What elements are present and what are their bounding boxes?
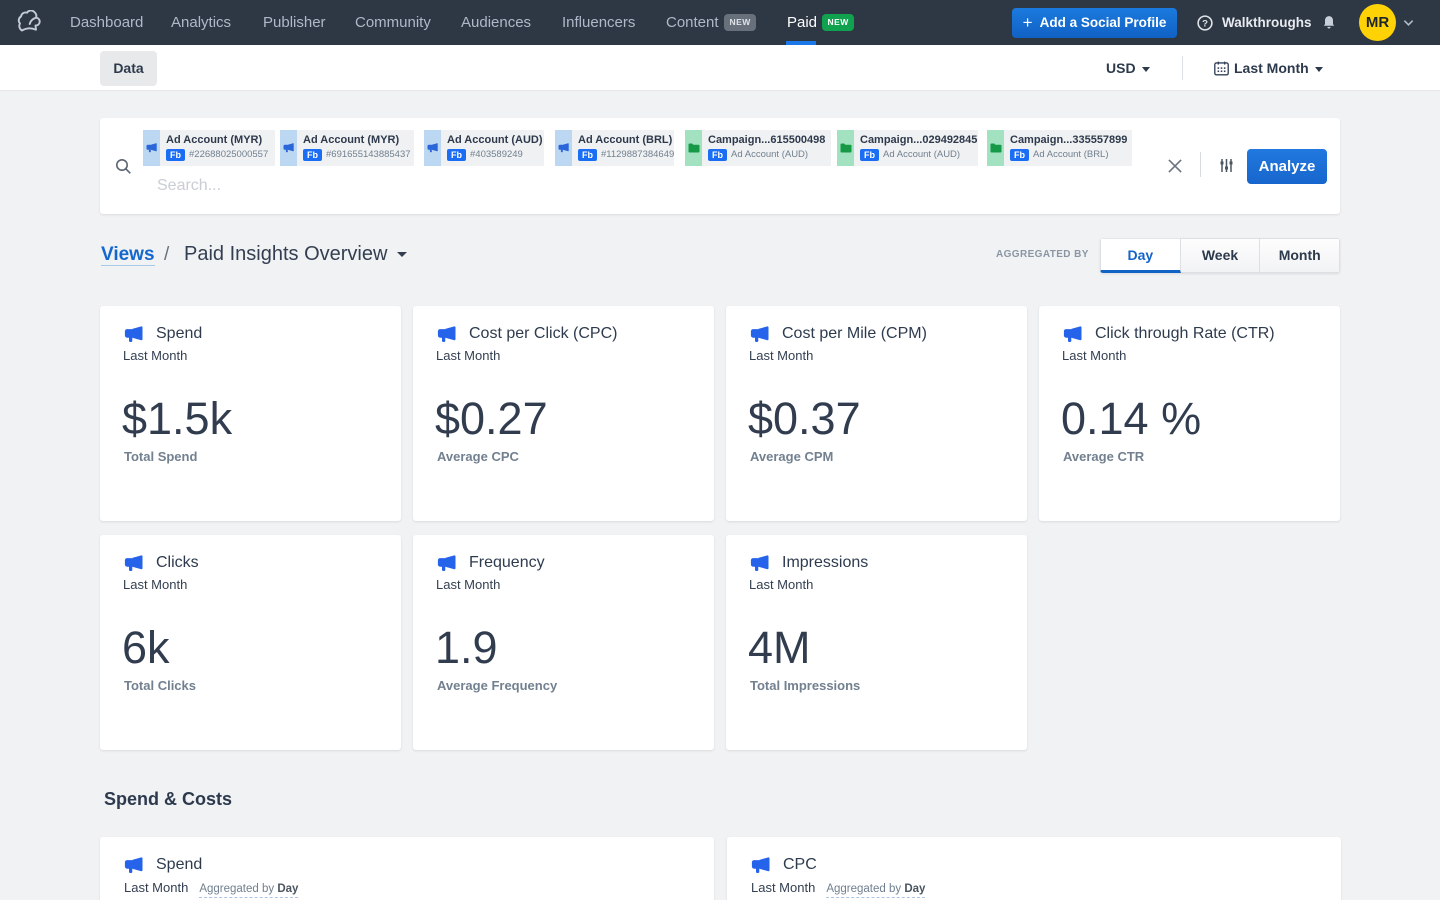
- svg-text:?: ?: [1202, 19, 1208, 30]
